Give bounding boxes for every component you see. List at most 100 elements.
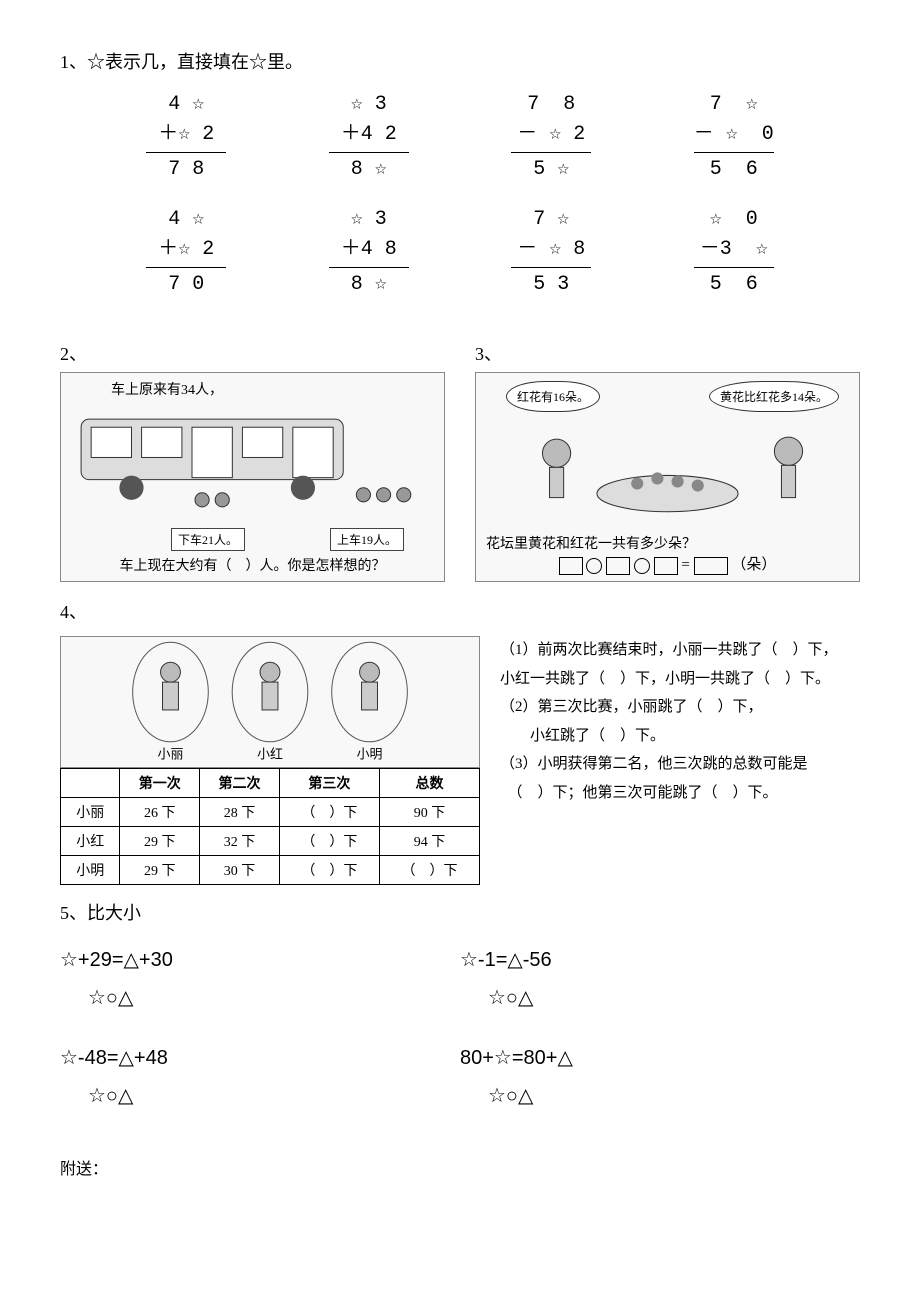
td: 28 下: [200, 798, 280, 827]
top-row: ☆ 3: [283, 90, 456, 120]
blank-box[interactable]: [694, 557, 728, 575]
equation: ☆+29=△+30: [60, 941, 460, 979]
op-row: ＋☆ 2: [100, 120, 273, 150]
op-row: － ☆ 0: [648, 120, 821, 150]
table-row: 小红 29 下 32 下 （ ）下 94 下: [61, 827, 480, 856]
answer-row: 5 ☆: [465, 155, 638, 185]
jump-rope-illustration: 小丽 小红 小明: [60, 636, 480, 768]
rule: [146, 152, 226, 153]
op-row: ＋4 2: [283, 120, 456, 150]
td: 30 下: [200, 856, 280, 885]
answer-row: 5 6: [648, 270, 821, 300]
q4-label: 4、: [60, 598, 860, 624]
q3: 3、 红花有16朵。 黄花比红花多14朵。 花坛里黄花和红花一共有多少朵？ =: [475, 340, 860, 582]
blank-box[interactable]: [606, 557, 630, 575]
bus-tag-on: 上车19人。: [330, 528, 404, 551]
vertical-problem: ☆ 0 －3 ☆ 5 6: [648, 205, 821, 300]
td: （ ）下: [279, 856, 379, 885]
rule: [511, 267, 591, 268]
flower-question: 花坛里黄花和红花一共有多少朵？: [486, 533, 696, 553]
compare-pair: ☆+29=△+30 ☆○△: [60, 941, 460, 1017]
compare-pair: 80+☆=80+△ ☆○△: [460, 1039, 860, 1115]
equals: =: [681, 557, 693, 573]
unit: （朵）: [731, 557, 776, 573]
q2-label: 2、: [60, 340, 445, 366]
top-row: ☆ 0: [648, 205, 821, 235]
q4-questions: （1）前两次比赛结束时，小丽一共跳了（ ）下， 小红一共跳了（ ）下，小明一共跳…: [500, 636, 860, 885]
td: （ ）下: [379, 856, 479, 885]
bus-tag-off: 下车21人。: [171, 528, 245, 551]
top-row: 4 ☆: [100, 90, 273, 120]
td: 29 下: [120, 856, 200, 885]
q4-line: （3）小明获得第二名，他三次跳的总数可能是: [500, 750, 860, 779]
q4-line: 小红跳了（ ）下。: [500, 722, 860, 751]
td: 26 下: [120, 798, 200, 827]
td: 小明: [61, 856, 120, 885]
blank-box[interactable]: [654, 557, 678, 575]
td: （ ）下: [279, 827, 379, 856]
th: 第三次: [279, 769, 379, 798]
op-row: － ☆ 8: [465, 235, 638, 265]
op-circle[interactable]: [634, 558, 650, 574]
vertical-problem: 4 ☆ ＋☆ 2 7 8: [100, 90, 273, 185]
op-row: ＋4 8: [283, 235, 456, 265]
equation: ☆-48=△+48: [60, 1039, 460, 1077]
answer-row: 7 0: [100, 270, 273, 300]
vertical-problem: 4 ☆ ＋☆ 2 7 0: [100, 205, 273, 300]
bus-top-text: 车上原来有34人，: [111, 379, 223, 399]
th: 第二次: [200, 769, 280, 798]
th: [61, 769, 120, 798]
rule: [329, 152, 409, 153]
table-header-row: 第一次 第二次 第三次 总数: [61, 769, 480, 798]
vertical-problem: 7 ☆ － ☆ 8 5 3: [465, 205, 638, 300]
rule: [694, 267, 774, 268]
appendix: 附送：: [60, 1155, 860, 1179]
top-row: 7 ☆: [648, 90, 821, 120]
td: （ ）下: [279, 798, 379, 827]
td: 29 下: [120, 827, 200, 856]
equation: ☆-1=△-56: [460, 941, 860, 979]
top-row: 4 ☆: [100, 205, 273, 235]
blank-box[interactable]: [559, 557, 583, 575]
speech-bubble-left: 红花有16朵。: [506, 381, 600, 412]
td: 94 下: [379, 827, 479, 856]
bus-illustration: 车上原来有34人， 下车21人。 上车19人。 车上现在大约有（ ）人。你是怎样…: [60, 372, 445, 582]
rule: [694, 152, 774, 153]
answer-row: 8 ☆: [283, 270, 456, 300]
td: 小红: [61, 827, 120, 856]
compare-pair: ☆-1=△-56 ☆○△: [460, 941, 860, 1017]
rule: [146, 267, 226, 268]
q4-line: 小红一共跳了（ ）下，小明一共跳了（ ）下。: [500, 665, 860, 694]
table-row: 小明 29 下 30 下 （ ）下 （ ）下: [61, 856, 480, 885]
q4-line: （ ）下；他第三次可能跳了（ ）下。: [500, 779, 860, 808]
q1-title: 1、☆表示几，直接填在☆里。: [60, 48, 860, 74]
vertical-problem: ☆ 3 ＋4 8 8 ☆: [283, 205, 456, 300]
svg-text:小红: 小红: [257, 747, 283, 762]
compare: ☆○△: [60, 1077, 460, 1115]
q3-label: 3、: [475, 340, 860, 366]
compare-pair: ☆-48=△+48 ☆○△: [60, 1039, 460, 1115]
q2: 2、 车上原来有34人， 下车21人。 上车19人。 车上现在大约有（ ）人。你: [60, 340, 445, 582]
bus-caption: 车上现在大约有（ ）人。你是怎样想的？: [61, 555, 444, 575]
vertical-problem: 7 ☆ － ☆ 0 5 6: [648, 90, 821, 185]
table-row: 小丽 26 下 28 下 （ ）下 90 下: [61, 798, 480, 827]
op-circle[interactable]: [586, 558, 602, 574]
flower-equation: = （朵）: [476, 553, 859, 575]
q5-grid: ☆+29=△+30 ☆○△ ☆-1=△-56 ☆○△ ☆-48=△+48 ☆○△…: [60, 941, 860, 1115]
compare: ☆○△: [60, 979, 460, 1017]
vertical-problem: ☆ 3 ＋4 2 8 ☆: [283, 90, 456, 185]
jump-table: 第一次 第二次 第三次 总数 小丽 26 下 28 下 （ ）下 90 下 小红…: [60, 768, 480, 885]
answer-row: 7 8: [100, 155, 273, 185]
op-row: －3 ☆: [648, 235, 821, 265]
td: 小丽: [61, 798, 120, 827]
q1-grid: 4 ☆ ＋☆ 2 7 8 ☆ 3 ＋4 2 8 ☆ 7 8 － ☆ 2 5 ☆ …: [60, 90, 860, 330]
op-row: － ☆ 2: [465, 120, 638, 150]
rule: [329, 267, 409, 268]
op-row: ＋☆ 2: [100, 235, 273, 265]
compare: ☆○△: [460, 1077, 860, 1115]
answer-row: 5 6: [648, 155, 821, 185]
svg-text:小丽: 小丽: [158, 747, 184, 762]
rule: [511, 152, 591, 153]
answer-row: 5 3: [465, 270, 638, 300]
q5-title: 5、比大小: [60, 899, 860, 925]
